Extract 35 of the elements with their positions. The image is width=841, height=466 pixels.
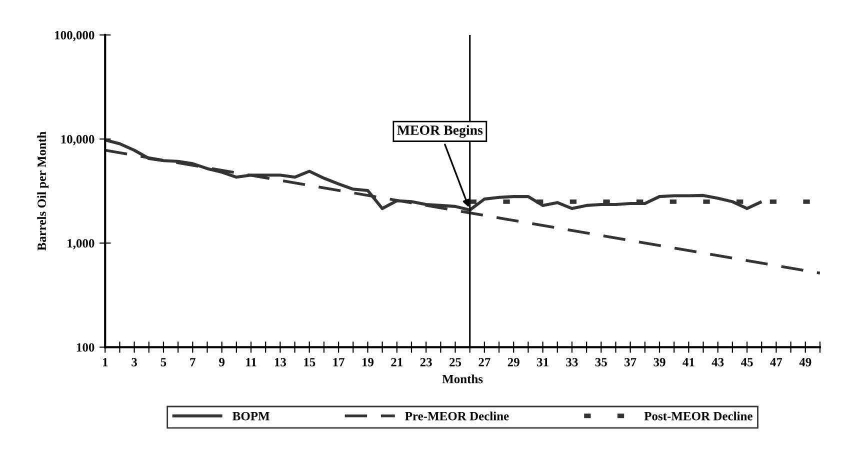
y-tick-label: 100 bbox=[76, 343, 94, 352]
x-tick-label: 23 bbox=[420, 358, 432, 366]
x-tick-label: 11 bbox=[246, 358, 256, 366]
x-tick-label: 17 bbox=[333, 358, 344, 366]
x-tick-label: 13 bbox=[274, 358, 286, 366]
x-tick-label: 35 bbox=[595, 358, 607, 366]
x-tick-label: 25 bbox=[450, 358, 462, 366]
x-axis-title: Months bbox=[442, 374, 483, 384]
x-tick-label: 41 bbox=[682, 358, 694, 366]
x-tick-label: 43 bbox=[712, 358, 724, 366]
x-tick-label: 49 bbox=[799, 358, 812, 366]
y-tick-label: 10,000 bbox=[61, 135, 94, 146]
x-tick-label: 33 bbox=[566, 358, 578, 366]
x-tick-label: 7 bbox=[190, 358, 196, 366]
legend-label: Pre-MEOR Decline bbox=[405, 412, 509, 420]
x-tick-label: 45 bbox=[740, 358, 753, 366]
x-tick-label: 3 bbox=[132, 358, 137, 366]
x-tick-label: 5 bbox=[160, 358, 166, 366]
x-tick-label: 37 bbox=[624, 358, 636, 366]
x-tick-label: 31 bbox=[537, 358, 548, 366]
x-tick-label: 9 bbox=[219, 358, 225, 366]
y-tick-label: 1,000 bbox=[68, 239, 94, 250]
y-tick-label: 100,000 bbox=[55, 30, 94, 42]
x-tick-label: 29 bbox=[508, 358, 520, 366]
x-tick-label: 19 bbox=[362, 358, 374, 366]
legend-label: Post-MEOR Decline bbox=[644, 412, 752, 420]
x-tick-label: 21 bbox=[391, 358, 403, 366]
y-axis-title: Barrels Oil per Month bbox=[37, 132, 49, 251]
legend-label: BOPM bbox=[232, 412, 270, 420]
x-tick-label: 39 bbox=[654, 358, 666, 366]
x-tick-label: 47 bbox=[770, 358, 782, 366]
annotation: MEOR Begins bbox=[397, 125, 483, 138]
x-tick-label: 1 bbox=[103, 358, 108, 366]
x-tick-label: 27 bbox=[478, 358, 490, 366]
x-tick-label: 15 bbox=[304, 358, 316, 366]
